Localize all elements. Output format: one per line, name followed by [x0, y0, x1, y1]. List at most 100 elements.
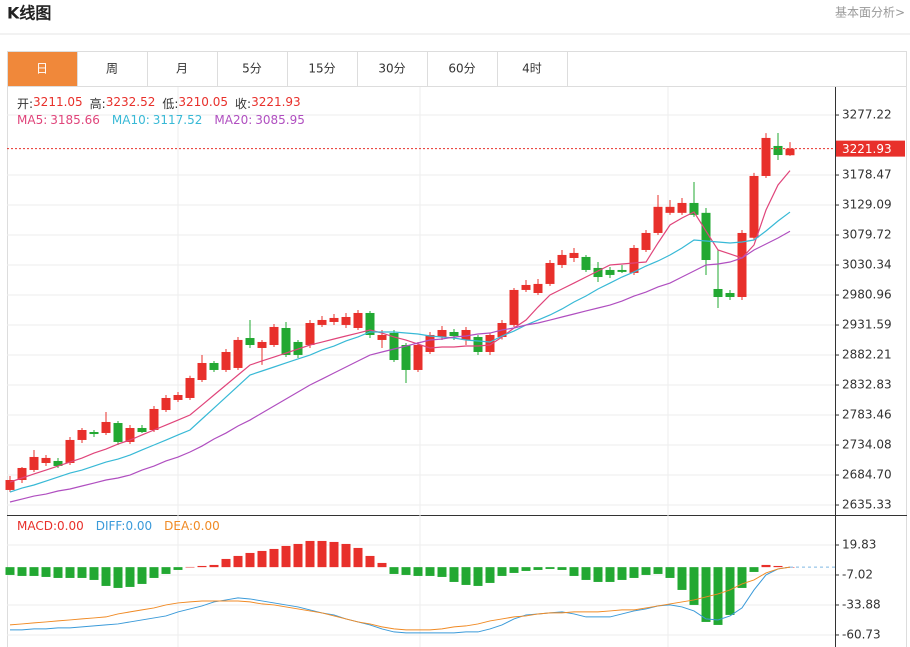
- tab[interactable]: 15分: [287, 51, 358, 87]
- macd-bar: [137, 567, 147, 584]
- candle-body: [221, 351, 231, 370]
- macd-bar: [773, 565, 783, 568]
- candle-body: [173, 395, 183, 400]
- candle-body: [521, 284, 531, 290]
- tab-label[interactable]: 5分: [242, 62, 262, 76]
- candle-body: [689, 202, 699, 215]
- chart-frame: [7, 51, 907, 647]
- ohlc-label: 收:: [235, 97, 252, 111]
- tab-bg: [77, 51, 148, 87]
- candle-body: [245, 338, 255, 346]
- macd-bar: [713, 567, 723, 625]
- macd-bar: [593, 567, 603, 582]
- candle-body: [185, 377, 195, 398]
- macd-bar: [221, 558, 231, 568]
- candle-body: [413, 345, 423, 370]
- y-tick-label: -33.88: [842, 597, 881, 611]
- macd-bar: [449, 567, 459, 582]
- macd-bar: [461, 567, 471, 585]
- tab[interactable]: 60分: [427, 51, 498, 87]
- ma-name: MA20:: [214, 113, 253, 127]
- tab[interactable]: 月: [147, 51, 218, 87]
- candle-body: [377, 334, 387, 340]
- ma-info: MA5: 3185.66 MA10: 3117.52 MA20: 3085.95: [17, 113, 317, 127]
- y-tick-label: -7.02: [842, 567, 873, 581]
- macd-bar: [269, 548, 279, 568]
- y-tick-label: 2882.21: [842, 348, 892, 362]
- candle-body: [53, 460, 63, 466]
- macd-bar: [653, 567, 663, 574]
- macd-bar: [701, 567, 711, 622]
- y-tick-label: 2931.59: [842, 318, 892, 332]
- macd-bar: [41, 567, 51, 577]
- candle-body: [593, 267, 603, 278]
- ohlc-label: 开:: [17, 97, 34, 111]
- tab-bg: [427, 51, 498, 87]
- y-tick-label: 3178.47: [842, 168, 892, 182]
- candle-body: [557, 254, 567, 265]
- y-tick-label: 3129.09: [842, 198, 892, 212]
- macd-line: [9, 566, 791, 631]
- candle-body: [737, 232, 747, 298]
- legend-name: MACD:: [17, 519, 58, 533]
- legend-value: 0.00: [193, 519, 220, 533]
- macd-bar: [581, 567, 591, 580]
- candle-body: [17, 467, 27, 481]
- candle-body: [269, 326, 279, 346]
- macd-bar: [545, 567, 555, 569]
- candle-body: [785, 148, 795, 156]
- macd-bar: [65, 567, 75, 578]
- macd-bar: [641, 567, 651, 575]
- macd-bar: [437, 567, 447, 577]
- tab-bg: [217, 51, 288, 87]
- macd-bar: [101, 567, 111, 586]
- y-tick-label: -60.73: [842, 627, 881, 641]
- tab-label[interactable]: 月: [176, 62, 188, 76]
- tab-bg: [497, 51, 568, 87]
- tab-label[interactable]: 周: [106, 62, 118, 76]
- macd-bar: [233, 555, 243, 568]
- candle-body: [401, 345, 411, 370]
- candle-body: [725, 292, 735, 298]
- legend-name: DEA:: [164, 519, 194, 533]
- macd-bar: [725, 567, 735, 615]
- y-tick-label: 2635.33: [842, 498, 892, 512]
- macd-bar: [665, 567, 675, 578]
- candle-body: [5, 480, 15, 490]
- candle-body: [77, 430, 87, 440]
- tab[interactable]: 5分: [217, 51, 288, 87]
- macd-bar: [293, 543, 303, 568]
- candle-body: [773, 145, 783, 156]
- macd-bar: [113, 567, 123, 588]
- tab[interactable]: 日: [7, 51, 78, 87]
- macd-bar: [629, 567, 639, 578]
- candle-body: [89, 432, 99, 435]
- ma-line: [9, 230, 791, 503]
- tab[interactable]: 周: [77, 51, 148, 87]
- ma-value: 3185.66: [50, 113, 100, 127]
- tab-label[interactable]: 60分: [448, 62, 475, 76]
- macd-bar: [605, 567, 615, 582]
- macd-bar: [521, 567, 531, 571]
- tab-label[interactable]: 4时: [522, 62, 542, 76]
- macd-bar: [677, 567, 687, 590]
- fundamental-link[interactable]: 基本面分析>: [835, 6, 905, 20]
- macd-bar: [197, 565, 207, 568]
- macd-bar: [5, 567, 15, 575]
- tab[interactable]: 30分: [357, 51, 428, 87]
- ma-name: MA10:: [111, 113, 150, 127]
- ohlc-value: 3211.05: [33, 95, 83, 109]
- tab[interactable]: 4时: [497, 51, 568, 87]
- ma-name: MA5:: [17, 113, 48, 127]
- candle-body: [197, 362, 207, 380]
- last-price-box: [836, 140, 905, 157]
- macd-bar: [557, 567, 567, 570]
- macd-bar: [737, 567, 747, 588]
- tab-label[interactable]: 30分: [378, 62, 405, 76]
- candle-body: [629, 247, 639, 273]
- ohlc-label: 高:: [89, 97, 106, 111]
- tab-label[interactable]: 15分: [308, 62, 335, 76]
- candle-body: [257, 341, 267, 348]
- tab-label[interactable]: 日: [36, 62, 48, 76]
- ohlc-value: 3221.93: [251, 95, 301, 109]
